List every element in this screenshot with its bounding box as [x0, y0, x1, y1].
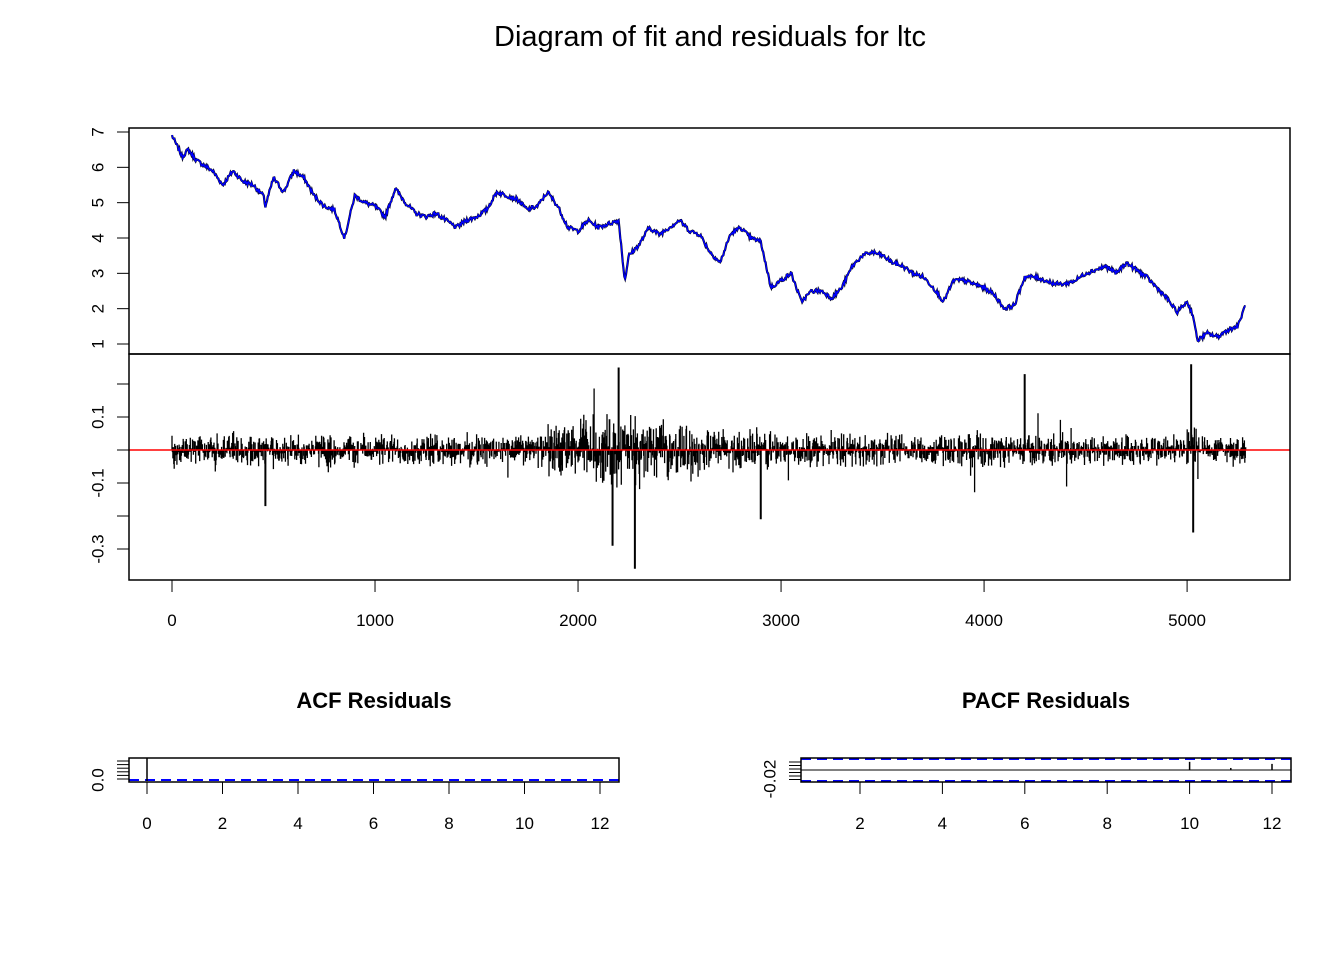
residuals-x-tick-label: 1000: [356, 611, 394, 630]
acf-panel-frame: [128, 757, 620, 783]
pacf-x-tick-label: 8: [1102, 814, 1111, 833]
fitted-series-line: [171, 134, 1246, 343]
fit-y-tick-label: 7: [88, 127, 107, 136]
residuals-y-axis: -0.3 -0.1 0.1: [88, 383, 130, 564]
pacf-x-tick-label: 10: [1180, 814, 1199, 833]
residuals-x-tick-label: 0: [167, 611, 176, 630]
fit-y-axis: 1 2 3 4 5 6 7: [88, 127, 130, 349]
residuals-x-tick-label: 3000: [762, 611, 800, 630]
residuals-x-tick-label: 5000: [1168, 611, 1206, 630]
residuals-panel: -0.3 -0.1 0.1 0 1000 2000 3000 4000 5000: [88, 353, 1291, 630]
pacf-x-tick-label: 4: [938, 814, 947, 833]
figure-title: Diagram of fit and residuals for ltc: [494, 21, 926, 53]
residuals-y-tick-label: -0.3: [88, 534, 107, 563]
pacf-marks: [801, 758, 1291, 782]
acf-x-tick-label: 0: [142, 814, 151, 833]
residual-lines: [171, 364, 1247, 569]
fit-y-tick-label: 5: [88, 198, 107, 207]
acf-x-tick-label: 8: [444, 814, 453, 833]
pacf-y-tick-label: -0.02: [760, 760, 779, 799]
acf-x-tick-label: 2: [218, 814, 227, 833]
acf-title: ACF Residuals: [296, 688, 451, 713]
residuals-x-tick-label: 4000: [965, 611, 1003, 630]
residuals-x-tick-label: 2000: [559, 611, 597, 630]
residuals-x-axis: 0 1000 2000 3000 4000 5000: [167, 579, 1206, 630]
fit-lines: [170, 134, 1246, 343]
acf-marks: [129, 758, 619, 781]
pacf-panel: PACF Residuals -0.02 2 4 6 8 10 12: [760, 688, 1292, 833]
residual-series: [171, 388, 1247, 493]
fit-panel: 1 2 3 4 5 6 7: [88, 127, 1291, 355]
fit-y-tick-label: 2: [88, 304, 107, 313]
fit-y-tick-label: 1: [88, 339, 107, 348]
acf-x-tick-label: 12: [591, 814, 610, 833]
pacf-title: PACF Residuals: [962, 688, 1130, 713]
acf-x-tick-label: 10: [515, 814, 534, 833]
pacf-x-tick-label: 6: [1020, 814, 1029, 833]
acf-x-tick-label: 6: [369, 814, 378, 833]
acf-panel: ACF Residuals 0.0 0 2 4 6 8 10 12: [88, 688, 620, 833]
acf-y-tick-label: 0.0: [88, 768, 107, 792]
fit-y-tick-label: 6: [88, 163, 107, 172]
fit-panel-frame: [128, 127, 1291, 355]
pacf-axes: -0.02 2 4 6 8 10 12: [760, 760, 1281, 833]
fit-y-tick-label: 4: [88, 233, 107, 242]
fit-y-tick-label: 3: [88, 269, 107, 278]
pacf-x-tick-label: 12: [1263, 814, 1282, 833]
residuals-y-tick-label: 0.1: [88, 405, 107, 429]
pacf-x-tick-label: 2: [855, 814, 864, 833]
residuals-y-tick-label: -0.1: [88, 468, 107, 497]
acf-x-tick-label: 4: [293, 814, 302, 833]
acf-axes: 0.0 0 2 4 6 8 10 12: [88, 760, 609, 833]
actual-series-line: [170, 134, 1246, 343]
